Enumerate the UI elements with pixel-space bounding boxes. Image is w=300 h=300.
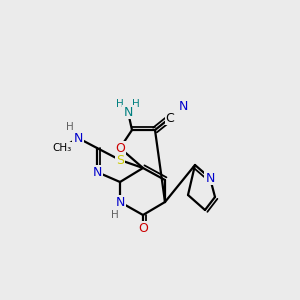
Text: N: N: [123, 106, 133, 118]
Text: N: N: [92, 166, 102, 178]
Text: H: H: [132, 99, 140, 109]
Text: C: C: [166, 112, 174, 124]
Text: N: N: [115, 196, 125, 208]
Text: N: N: [205, 172, 215, 184]
Text: N: N: [73, 131, 83, 145]
Text: O: O: [115, 142, 125, 154]
Text: H: H: [111, 210, 119, 220]
Text: CH₃: CH₃: [52, 143, 72, 153]
Text: H: H: [66, 122, 74, 132]
Text: O: O: [138, 221, 148, 235]
Text: S: S: [116, 154, 124, 166]
Text: N: N: [178, 100, 188, 113]
Text: H: H: [116, 99, 124, 109]
